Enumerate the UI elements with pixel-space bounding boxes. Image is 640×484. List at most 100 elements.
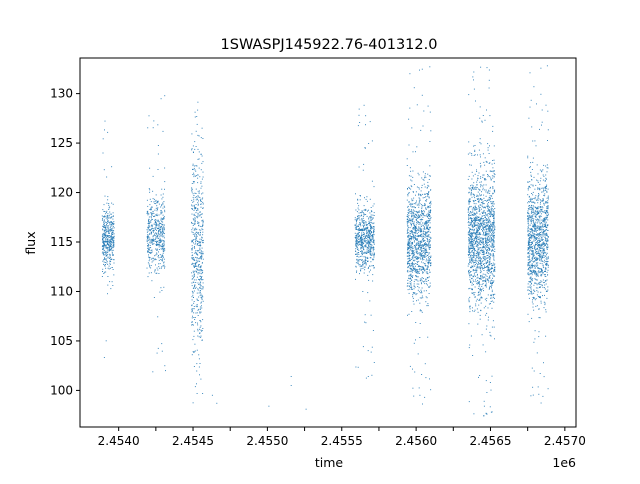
data-point [412,217,414,219]
data-point [476,169,477,171]
data-point [488,261,490,263]
data-point [474,207,476,208]
data-point [104,228,106,230]
data-point [161,219,163,221]
data-point [150,239,152,241]
data-point [369,265,371,267]
data-point [161,198,163,200]
data-point [479,263,481,265]
data-point [486,109,487,111]
data-point [416,239,418,241]
data-point [528,196,530,198]
data-point [472,245,473,247]
data-point [473,257,475,258]
data-point [475,271,477,273]
data-point [159,245,161,247]
data-point [147,235,149,237]
data-point [527,157,529,159]
data-point [488,217,490,219]
data-point [480,225,482,227]
data-point [191,191,193,193]
data-point [476,274,478,276]
data-point [155,226,157,228]
data-point [479,162,481,164]
data-point [473,293,475,295]
data-point [369,240,371,242]
data-point [152,230,154,232]
data-point [429,240,431,242]
data-point [163,242,165,244]
data-point [202,271,204,273]
data-point [486,192,488,194]
data-point [406,230,408,232]
data-point [420,214,421,216]
data-point [426,241,428,243]
data-point [197,209,198,211]
data-point [155,244,157,245]
data-point [489,253,491,255]
data-point [489,192,491,194]
data-point [470,185,471,187]
data-point [357,249,358,251]
data-point [373,226,375,228]
data-point [421,261,422,263]
data-point [488,79,490,81]
data-point [420,245,422,247]
data-point [489,275,491,277]
data-point [489,206,490,208]
data-point [486,312,488,314]
data-point [472,224,474,226]
data-point [422,259,423,261]
data-point [104,245,106,247]
data-point [414,246,416,247]
data-point [192,287,194,289]
data-point [490,297,491,299]
data-point [102,239,104,241]
data-point [415,279,417,281]
data-point [422,403,423,405]
data-point [476,251,478,253]
data-point [480,242,482,244]
data-point [406,255,408,257]
data-point [193,330,195,332]
data-point [488,236,490,238]
chart-title: 1SWASPJ145922.76-401312.0 [221,37,438,53]
data-point [372,226,374,227]
data-point [107,199,109,201]
data-point [468,200,470,202]
data-point [493,240,495,242]
data-point [366,234,368,236]
data-point [146,236,148,238]
data-point [469,245,471,247]
data-point [474,274,475,276]
data-point [421,253,423,255]
data-point [356,237,358,239]
data-point [355,266,357,268]
data-point [418,226,419,228]
data-point [470,257,472,259]
data-point [477,245,479,247]
data-point [107,217,108,219]
data-point [373,186,375,188]
data-point [415,232,417,234]
data-point [468,271,469,272]
data-point [111,229,113,231]
data-point [536,259,538,261]
data-point [199,275,201,277]
data-point [493,256,495,258]
data-point [490,303,491,305]
data-point [414,267,416,269]
data-point [423,222,425,224]
data-point [407,225,409,227]
data-point [200,137,202,139]
data-point [420,289,422,291]
data-point [484,219,486,221]
data-point [192,315,193,317]
data-point [373,258,375,260]
data-point [201,226,203,228]
data-point [149,237,151,239]
data-point [192,258,194,260]
data-point [193,273,195,275]
data-point [202,203,204,205]
data-point [414,237,416,239]
